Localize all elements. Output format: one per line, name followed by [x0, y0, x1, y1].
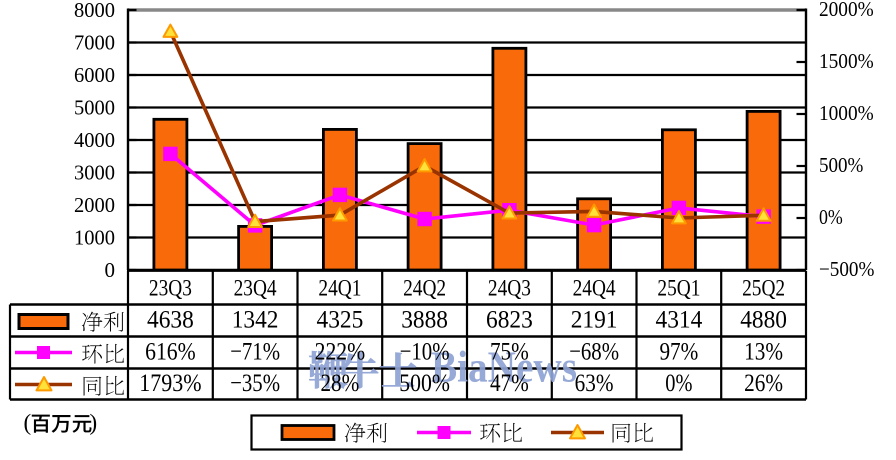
svg-text:24Q3: 24Q3 [488, 276, 531, 301]
svg-text:500%: 500% [399, 370, 450, 397]
svg-text:−35%: −35% [230, 370, 280, 397]
svg-text:1342: 1342 [232, 307, 279, 334]
svg-text:222%: 222% [315, 339, 366, 366]
svg-text:25Q1: 25Q1 [657, 276, 700, 301]
svg-text:24Q2: 24Q2 [403, 276, 446, 301]
svg-text:26%: 26% [744, 370, 783, 397]
svg-text:24Q4: 24Q4 [573, 276, 616, 301]
svg-text:23Q4: 23Q4 [234, 276, 277, 301]
svg-text:6823: 6823 [486, 307, 533, 334]
svg-text:2000%: 2000% [819, 0, 874, 21]
svg-text:4314: 4314 [656, 307, 703, 334]
svg-text:−71%: −71% [230, 339, 280, 366]
svg-text:(: ( [24, 410, 32, 435]
svg-text:1500%: 1500% [819, 49, 874, 73]
svg-text:−500%: −500% [819, 257, 874, 281]
svg-text:2000: 2000 [74, 193, 115, 217]
svg-text:3888: 3888 [401, 307, 448, 334]
svg-text:24Q1: 24Q1 [318, 276, 361, 301]
svg-text:63%: 63% [575, 370, 614, 397]
svg-text:4638: 4638 [147, 307, 194, 334]
svg-text:BiaNews: BiaNews [431, 343, 577, 392]
svg-text:4000: 4000 [74, 128, 115, 152]
svg-text:−10%: −10% [400, 339, 450, 366]
svg-text:0: 0 [105, 258, 116, 282]
svg-text:−68%: −68% [569, 339, 619, 366]
svg-text:47%: 47% [490, 370, 529, 397]
svg-text:616%: 616% [145, 339, 196, 366]
svg-text:2191: 2191 [571, 307, 618, 334]
svg-text:1793%: 1793% [139, 370, 201, 397]
svg-text:97%: 97% [659, 339, 698, 366]
svg-text:13%: 13% [744, 339, 783, 366]
svg-text:7000: 7000 [74, 31, 115, 55]
svg-text:500%: 500% [819, 153, 863, 177]
svg-text:1000: 1000 [74, 226, 115, 250]
svg-text:8000: 8000 [74, 0, 115, 22]
svg-text:4880: 4880 [740, 307, 787, 334]
svg-text:3000: 3000 [74, 161, 115, 185]
svg-text:4325: 4325 [317, 307, 364, 334]
svg-text:28%: 28% [320, 370, 359, 397]
svg-text:5000: 5000 [74, 96, 115, 120]
svg-text:): ) [90, 410, 98, 435]
svg-text:0%: 0% [819, 205, 843, 229]
svg-text:75%: 75% [490, 339, 529, 366]
svg-text:23Q3: 23Q3 [149, 276, 192, 301]
svg-text:6000: 6000 [74, 63, 115, 87]
svg-text:1000%: 1000% [819, 101, 874, 125]
svg-text:0%: 0% [665, 370, 692, 397]
svg-text:25Q2: 25Q2 [742, 276, 785, 301]
